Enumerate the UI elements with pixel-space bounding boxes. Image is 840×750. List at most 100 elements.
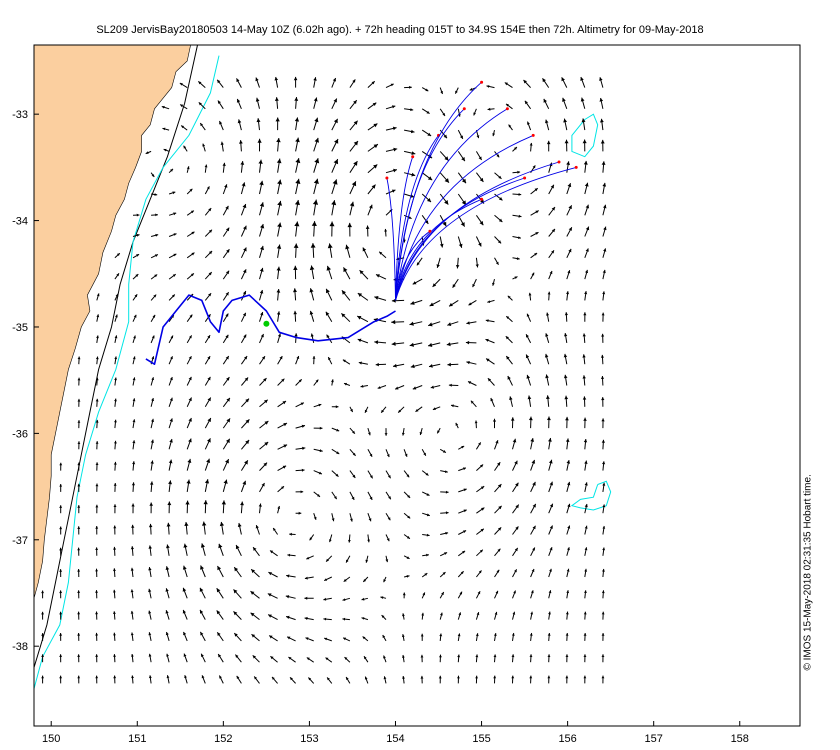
arrow-head [599, 77, 603, 81]
arrow-head [486, 85, 490, 88]
current-arrow [276, 244, 282, 258]
arrow-head [601, 675, 605, 679]
current-arrow [404, 108, 414, 112]
current-arrow [545, 119, 550, 131]
arrow-head [165, 588, 169, 592]
arrow-head [203, 500, 208, 505]
current-arrow [241, 377, 249, 386]
arrow-head [166, 653, 169, 657]
current-arrow [199, 587, 206, 599]
current-arrow [145, 150, 152, 155]
arrow-head [532, 525, 536, 530]
arrow-head [472, 284, 476, 288]
current-arrow [349, 201, 355, 216]
arrow-head [295, 137, 300, 143]
current-arrow [364, 676, 369, 684]
arrow-head [185, 500, 190, 505]
current-arrow [272, 527, 279, 535]
arrow-head [526, 313, 530, 317]
arrow-head [309, 288, 314, 293]
current-arrow [367, 143, 379, 152]
current-arrow [455, 257, 460, 269]
arrow-head [319, 449, 323, 453]
arrow-head [259, 202, 265, 207]
arrow-head [382, 635, 386, 638]
arrow-head [384, 433, 388, 436]
arrow-head [423, 452, 426, 456]
projected-path-5 [395, 81, 482, 301]
arrow-head [485, 319, 489, 323]
arrow-head [189, 188, 193, 192]
current-arrow [204, 417, 212, 429]
arrow-head [601, 633, 605, 636]
current-arrow [566, 205, 573, 216]
current-arrow [277, 485, 285, 493]
current-arrow [602, 525, 606, 535]
current-arrow [204, 313, 211, 322]
arrow-head [550, 184, 554, 189]
current-arrow [380, 406, 387, 414]
arrow-head [244, 460, 248, 465]
arrow-head [512, 611, 516, 615]
arrow-head [188, 418, 192, 422]
current-arrow [180, 125, 188, 131]
arrow-head [383, 655, 386, 659]
current-arrow [168, 480, 172, 492]
arrow-head [207, 376, 211, 381]
arrow-head [59, 675, 63, 679]
arrow-head [151, 356, 155, 360]
arrow-head [359, 270, 364, 275]
arrow-head [455, 90, 458, 94]
arrow-head [408, 216, 412, 219]
current-arrow [259, 355, 266, 365]
current-arrow [114, 314, 118, 322]
arrow-head [567, 547, 570, 551]
arrow-head [59, 526, 63, 530]
arrow-head [314, 158, 320, 164]
current-arrow [468, 299, 477, 306]
current-arrow [583, 611, 587, 620]
arrow-head [542, 78, 546, 83]
arrow-head [407, 495, 411, 498]
arrow-head [439, 633, 443, 637]
current-arrow [77, 462, 81, 471]
current-arrow [512, 590, 516, 599]
arrow-head [411, 172, 416, 177]
arrow-head [406, 474, 410, 478]
arrow-head [242, 204, 247, 209]
current-arrow [168, 418, 173, 429]
current-arrow [421, 129, 432, 137]
current-arrow [313, 403, 322, 408]
arrow-head [182, 609, 186, 614]
current-arrow [77, 547, 81, 556]
current-arrow [277, 355, 283, 365]
arrow-head [162, 127, 166, 131]
arrow-head [226, 418, 231, 423]
arrow-head [264, 399, 268, 404]
arrow-head [183, 145, 187, 149]
projected-paths [385, 80, 578, 301]
current-arrow [293, 310, 297, 322]
current-arrow [511, 675, 515, 684]
arrow-head [511, 654, 515, 658]
arrow-head [548, 438, 552, 442]
current-arrow [130, 632, 134, 641]
current-arrow [427, 342, 441, 347]
current-arrow [457, 172, 467, 184]
current-arrow [384, 228, 388, 237]
current-arrow [259, 377, 267, 386]
arrow-head [132, 398, 136, 402]
current-arrow [457, 612, 462, 620]
current-arrow [548, 459, 553, 471]
current-arrow [132, 314, 137, 322]
contour-layer [33, 44, 612, 689]
current-arrow [96, 293, 100, 301]
current-arrow [385, 147, 398, 152]
arrow-head [529, 675, 533, 679]
arrow-head [513, 590, 516, 594]
current-arrow [311, 221, 317, 237]
arrow-head [476, 612, 480, 616]
current-arrow [331, 379, 334, 386]
arrow-head [427, 176, 433, 181]
current-arrow [602, 504, 606, 514]
